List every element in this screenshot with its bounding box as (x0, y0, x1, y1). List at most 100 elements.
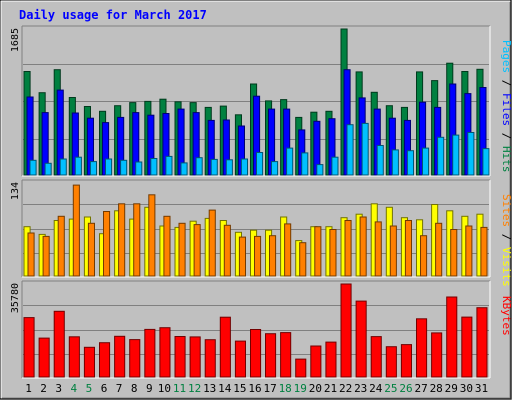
x-tick-label-day-1: 1 (25, 382, 32, 395)
bar-sites-day-20 (314, 226, 322, 277)
bar-sites-day-3 (57, 215, 65, 277)
bar-sites-day-18 (284, 223, 292, 277)
x-tick-label-day-8: 8 (131, 382, 138, 395)
x-tick-label-day-26: 26 (399, 382, 412, 395)
bar-kbytes-day-15 (234, 340, 246, 378)
bar-kbytes-day-20 (310, 345, 322, 378)
x-tick-label-day-14: 14 (218, 382, 232, 395)
x-tick-label-day-17: 17 (263, 382, 276, 395)
bar-sites-day-27 (420, 235, 428, 277)
legend-separator: / (500, 73, 512, 93)
bar-kbytes-day-22 (340, 283, 352, 378)
bar-sites-day-21 (329, 229, 337, 277)
x-tick-label-day-23: 23 (354, 382, 367, 395)
bar-kbytes-day-14 (219, 316, 231, 378)
bar-kbytes-day-16 (250, 329, 262, 378)
bar-pages-day-15 (240, 158, 248, 176)
bar-kbytes-day-13 (204, 339, 216, 378)
bar-kbytes-day-25 (385, 346, 397, 378)
bar-sites-day-24 (374, 221, 382, 277)
y-axis-max-label: 134 (10, 182, 21, 200)
x-tick-label-day-13: 13 (203, 382, 216, 395)
x-tick-label-day-31: 31 (475, 382, 488, 395)
bar-kbytes-day-6 (99, 342, 111, 378)
y-axis-max-label: 35780 (10, 283, 21, 313)
x-tick-label-day-7: 7 (116, 382, 123, 395)
bar-pages-day-24 (376, 145, 384, 176)
bar-sites-day-14 (223, 224, 231, 277)
bar-pages-day-11 (180, 162, 188, 176)
bar-sites-day-15 (238, 236, 246, 277)
bar-kbytes-day-31 (476, 307, 488, 378)
legend-files: Files (500, 93, 512, 126)
bar-pages-day-25 (391, 149, 399, 176)
bar-kbytes-day-27 (416, 318, 428, 378)
bar-sites-day-10 (163, 215, 171, 277)
bar-kbytes-day-28 (431, 332, 443, 378)
bar-kbytes-day-23 (355, 300, 367, 378)
bar-sites-day-19 (299, 242, 307, 277)
legend-separator: / (500, 126, 512, 146)
bar-sites-day-28 (435, 222, 443, 277)
bar-kbytes-day-30 (461, 316, 473, 378)
bar-kbytes-day-2 (38, 337, 50, 378)
legend-hits: Hits (500, 146, 512, 173)
bar-pages-day-26 (406, 150, 414, 176)
bar-pages-day-8 (135, 161, 143, 176)
bar-sites-day-30 (465, 225, 473, 277)
bar-pages-day-31 (482, 148, 490, 176)
legend: Sites / Visits (500, 194, 512, 287)
bar-kbytes-day-29 (446, 296, 458, 378)
bar-kbytes-day-4 (68, 336, 80, 378)
bar-kbytes-day-8 (129, 339, 141, 378)
x-tick-label-day-4: 4 (70, 382, 77, 395)
bar-sites-day-22 (344, 220, 352, 277)
bar-sites-day-1 (27, 232, 35, 277)
bar-pages-day-27 (422, 147, 430, 176)
legend: Pages / Files / Hits (500, 40, 512, 173)
bar-pages-day-22 (346, 124, 354, 176)
bar-kbytes-day-26 (400, 344, 412, 378)
x-tick-label-day-10: 10 (158, 382, 171, 395)
bar-pages-day-16 (256, 152, 264, 176)
bar-sites-day-26 (404, 220, 412, 277)
bar-pages-day-28 (437, 136, 445, 176)
bar-kbytes-day-1 (23, 317, 35, 378)
bar-pages-day-6 (105, 158, 113, 176)
legend-sites: Sites (500, 194, 512, 227)
x-tick-label-day-12: 12 (188, 382, 201, 395)
x-tick-label-day-5: 5 (86, 382, 93, 395)
bar-pages-day-14 (225, 159, 233, 176)
x-tick-label-day-6: 6 (101, 382, 108, 395)
bar-sites-day-8 (133, 203, 141, 277)
x-tick-label-day-21: 21 (324, 382, 337, 395)
legend-pages: Pages (500, 40, 512, 73)
bar-kbytes-day-10 (159, 327, 171, 378)
bar-pages-day-2 (44, 162, 52, 176)
x-tick-label-day-22: 22 (339, 382, 352, 395)
bar-sites-day-4 (72, 184, 80, 277)
y-axis-max-label: 1685 (10, 28, 21, 52)
bar-sites-day-23 (359, 216, 367, 277)
bar-pages-day-20 (316, 164, 324, 176)
bar-kbytes-day-3 (53, 310, 65, 378)
legend-visits: Visits (500, 247, 512, 287)
bar-sites-day-31 (480, 226, 488, 277)
bar-pages-day-13 (210, 158, 218, 176)
bar-kbytes-day-17 (265, 333, 277, 378)
bar-sites-day-13 (208, 209, 216, 277)
bar-pages-day-9 (150, 158, 158, 176)
x-tick-label-day-20: 20 (309, 382, 322, 395)
bar-pages-day-7 (120, 159, 128, 176)
x-tick-label-day-19: 19 (294, 382, 307, 395)
x-tick-label-day-28: 28 (430, 382, 443, 395)
bar-pages-day-19 (301, 152, 309, 176)
bar-sites-day-5 (87, 222, 96, 277)
x-tick-label-day-30: 30 (460, 382, 473, 395)
bar-kbytes-day-5 (83, 346, 96, 378)
bar-kbytes-day-21 (325, 341, 337, 378)
